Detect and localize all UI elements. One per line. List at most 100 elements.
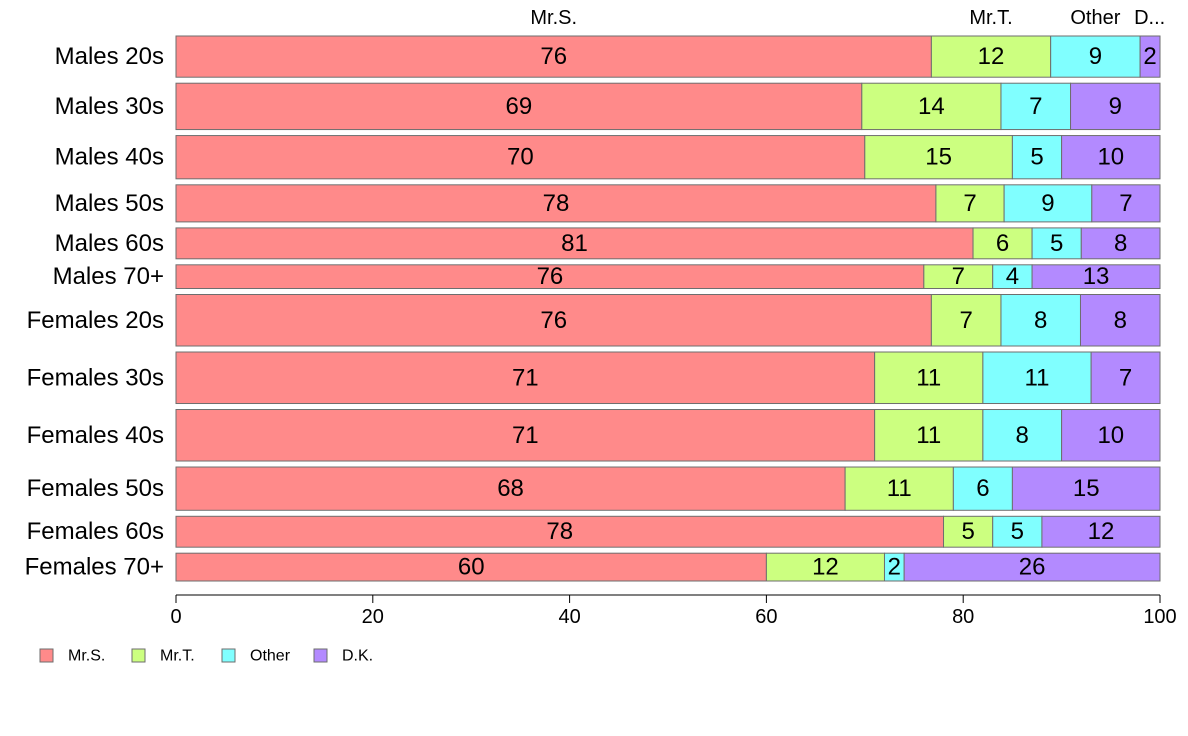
data-label: 11 bbox=[916, 364, 941, 391]
bar-segment bbox=[1070, 82, 1161, 131]
bar-segment bbox=[874, 409, 984, 462]
bar-segment bbox=[1091, 184, 1161, 223]
bar-segment bbox=[1090, 351, 1161, 405]
data-label: 78 bbox=[546, 518, 573, 545]
data-label: 7 bbox=[1119, 364, 1132, 391]
bar-segment bbox=[864, 135, 1013, 180]
legend-item: Other bbox=[221, 648, 291, 665]
data-label: 7 bbox=[952, 263, 965, 290]
x-tick-label: 0 bbox=[170, 606, 181, 628]
data-label: 5 bbox=[961, 518, 974, 545]
legend-swatch bbox=[39, 648, 54, 663]
bar-segment bbox=[765, 552, 885, 582]
data-label: 5 bbox=[1030, 144, 1043, 171]
category-label: Males 50s bbox=[55, 190, 164, 217]
bar-segment bbox=[844, 466, 954, 511]
bar-segment bbox=[1003, 184, 1093, 223]
bar-row: 71 11 8 10 Females 40s bbox=[27, 409, 1161, 462]
data-label: 13 bbox=[1083, 263, 1110, 290]
category-label: Females 50s bbox=[27, 475, 164, 502]
legend-label: D.K. bbox=[342, 648, 373, 665]
data-label: 6 bbox=[976, 475, 989, 502]
data-label: 12 bbox=[1088, 518, 1115, 545]
bar-segment bbox=[1041, 515, 1161, 548]
bar-row: 78 5 5 12 Females 60s bbox=[27, 515, 1161, 548]
bar-row: 76 7 4 13 Males 70+ bbox=[53, 263, 1161, 290]
legend-item: D.K. bbox=[313, 648, 373, 665]
bar-segment bbox=[1079, 294, 1161, 347]
data-label: 26 bbox=[1019, 554, 1046, 581]
legend-label: Mr.S. bbox=[68, 648, 105, 665]
top-series-label: Mr.S. bbox=[530, 7, 577, 29]
x-tick-label: 80 bbox=[952, 606, 974, 628]
data-label: 10 bbox=[1097, 422, 1124, 449]
data-label: 2 bbox=[1143, 43, 1156, 70]
data-label: 11 bbox=[916, 422, 941, 449]
bar-segment bbox=[982, 409, 1063, 462]
legend-label: Other bbox=[250, 648, 291, 665]
category-label: Males 70+ bbox=[53, 263, 164, 290]
data-label: 71 bbox=[512, 422, 539, 449]
bar-segment bbox=[1061, 409, 1161, 462]
bar-segment bbox=[930, 35, 1052, 78]
data-label: 68 bbox=[497, 475, 524, 502]
legend-item: Mr.S. bbox=[39, 648, 105, 665]
top-series-label: D... bbox=[1134, 7, 1165, 29]
bar-segment bbox=[1031, 227, 1082, 260]
category-label: Females 30s bbox=[27, 364, 164, 391]
bar-segment bbox=[930, 294, 1002, 347]
bar-segment bbox=[175, 82, 863, 131]
data-label: 9 bbox=[1109, 93, 1122, 120]
data-label: 14 bbox=[918, 93, 945, 120]
category-label: Males 60s bbox=[55, 230, 164, 257]
x-tick-label: 60 bbox=[755, 606, 777, 628]
data-label: 11 bbox=[887, 475, 912, 502]
bar-row: 76 7 8 8 Females 20s bbox=[27, 294, 1161, 347]
data-label: 81 bbox=[561, 230, 588, 257]
data-label: 7 bbox=[1119, 190, 1132, 217]
data-label: 70 bbox=[507, 144, 534, 171]
data-label: 12 bbox=[978, 43, 1005, 70]
bar-segment bbox=[175, 184, 937, 223]
legend-label: Mr.T. bbox=[160, 648, 195, 665]
data-label: 15 bbox=[1073, 475, 1100, 502]
data-label: 8 bbox=[1114, 230, 1127, 257]
x-tick-label: 40 bbox=[558, 606, 580, 628]
bar-segment bbox=[972, 227, 1033, 260]
data-label: 5 bbox=[1011, 518, 1024, 545]
bar-row: 78 7 9 7 Males 50s bbox=[55, 184, 1161, 223]
bar-row: 69 14 7 9 Males 30s bbox=[55, 82, 1161, 131]
data-label: 69 bbox=[506, 93, 533, 120]
data-label: 8 bbox=[1016, 422, 1029, 449]
bar-row: 68 11 6 15 Females 50s bbox=[27, 466, 1161, 511]
data-label: 5 bbox=[1050, 230, 1063, 257]
category-label: Females 20s bbox=[27, 307, 164, 334]
legend-swatch bbox=[221, 648, 236, 663]
legend-swatch bbox=[313, 648, 328, 663]
bar-segment bbox=[175, 409, 876, 462]
bar-segment bbox=[1061, 135, 1161, 180]
bar-segment bbox=[1139, 35, 1161, 78]
bar-segment bbox=[903, 552, 1161, 582]
top-series-label: Other bbox=[1070, 7, 1120, 29]
bar-row: 81 6 5 8 Males 60s bbox=[55, 227, 1161, 260]
bar-segment bbox=[861, 82, 1002, 131]
data-label: 6 bbox=[996, 230, 1009, 257]
category-label: Females 40s bbox=[27, 422, 164, 449]
bar-segment bbox=[175, 515, 945, 548]
bar-row: 76 12 9 2 Males 20s bbox=[55, 35, 1161, 78]
data-label: 12 bbox=[812, 554, 839, 581]
bar-segment bbox=[992, 515, 1043, 548]
bar-segment bbox=[1080, 227, 1161, 260]
bar-row: 70 15 5 10 Males 40s bbox=[55, 135, 1161, 180]
data-label: 4 bbox=[1006, 263, 1019, 290]
category-label: Females 60s bbox=[27, 518, 164, 545]
x-tick-label: 100 bbox=[1143, 606, 1176, 628]
data-label: 8 bbox=[1034, 307, 1047, 334]
category-label: Males 30s bbox=[55, 93, 164, 120]
bar-segment bbox=[175, 35, 932, 78]
legend-swatch bbox=[131, 648, 146, 663]
data-label: 10 bbox=[1097, 144, 1124, 171]
data-label: 8 bbox=[1114, 307, 1127, 334]
